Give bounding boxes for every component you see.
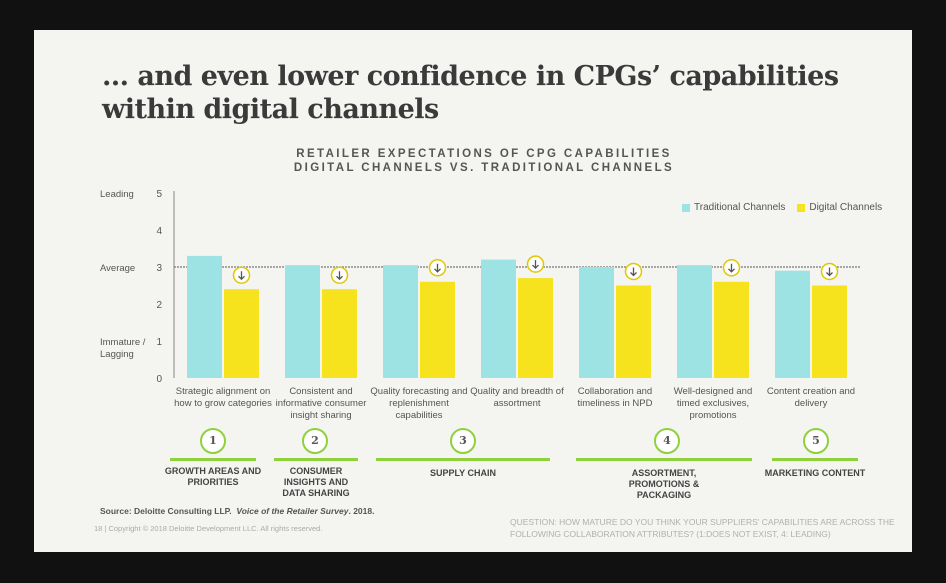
legend-item-traditional: Traditional Channels (682, 202, 785, 213)
down-arrow-icon-1 (336, 271, 343, 281)
y-annotation-1-0: Average (100, 263, 135, 274)
y-tick-label-1: 1 (156, 337, 162, 348)
down-arrow-icon-6 (826, 267, 833, 277)
y-tick-label-2: 2 (156, 300, 162, 311)
y-tick-label-3: 3 (156, 263, 162, 274)
category-label-1: Consistent and informative consumer insi… (275, 386, 367, 421)
group-number-2: 2 (302, 428, 328, 454)
group-number-5: 5 (803, 428, 829, 454)
source-prefix: Source: Deloitte Consulting LLP. (100, 506, 232, 516)
group-underline-1 (170, 458, 256, 461)
bar-traditional-2 (383, 265, 418, 378)
bar-digital-2 (420, 281, 455, 378)
bar-traditional-3 (481, 259, 516, 378)
group-number-4: 4 (654, 428, 680, 454)
down-arrow-icon-2 (434, 263, 441, 273)
group-underline-5 (772, 458, 858, 461)
legend-label-traditional: Traditional Channels (694, 202, 786, 213)
bar-traditional-0 (187, 255, 222, 378)
group-underline-2 (274, 458, 358, 461)
group-underline-3 (376, 458, 550, 461)
legend-label-digital: Digital Channels (809, 202, 883, 213)
category-label-3: Quality and breadth of assortment (470, 386, 564, 409)
down-arrow-icon-5 (728, 263, 735, 273)
legend-swatch-traditional (682, 203, 690, 212)
bar-traditional-6 (775, 270, 810, 378)
bar-digital-6 (812, 285, 847, 378)
source-title: Voice of the Retailer Survey (236, 506, 349, 516)
bar-digital-1 (322, 289, 357, 378)
y-annotation-2-0: Immature / (100, 337, 146, 348)
survey-question: QUESTION: HOW MATURE DO YOU THINK YOUR S… (510, 517, 895, 539)
bar-digital-3 (518, 278, 553, 378)
bar-traditional-5 (677, 265, 712, 378)
legend-item-digital: Digital Channels (797, 202, 882, 213)
down-arrow-icon-3 (532, 260, 539, 270)
chart-subtitle-line2: DIGITAL CHANNELS VS. TRADITIONAL CHANNEL… (293, 162, 675, 174)
group-number-3: 3 (450, 428, 476, 454)
category-label-0: Strategic alignment on how to grow categ… (174, 386, 272, 409)
bar-traditional-4 (579, 267, 614, 378)
y-annotation-2-1: Lagging (100, 349, 134, 360)
y-tick-label-4: 4 (156, 226, 162, 237)
group-label-1: GROWTH AREAS AND PRIORITIES (164, 466, 262, 487)
bar-chart: 0 1 2 3 4 5 Leading Average Immature /Lagging (100, 189, 860, 385)
bar-digital-0 (224, 289, 259, 378)
category-label-2: Quality forecasting and replenishment ca… (370, 386, 468, 421)
group-label-2: CONSUMER INSIGHTS AND DATA SHARING (282, 466, 350, 498)
source-suffix: . 2018. (348, 506, 375, 516)
category-label-5: Well-designed and timed exclusives, prom… (673, 386, 753, 421)
category-label-6: Content creation and delivery (766, 386, 856, 409)
category-label-4: Collaboration and timeliness in NPD (577, 386, 653, 409)
slide-title: … and even lower confidence in CPGs’ cap… (102, 61, 839, 125)
group-label-4: ASSORTMENT, PROMOTIONS & PACKAGING (628, 468, 700, 500)
group-number-1: 1 (200, 428, 226, 454)
slide: … and even lower confidence in CPGs’ cap… (34, 30, 912, 552)
bar-digital-5 (714, 281, 749, 378)
group-label-3: SUPPLY CHAIN (429, 468, 497, 478)
group-label-5: MARKETING CONTENT (764, 468, 866, 478)
y-annotation-0-0: Leading (100, 189, 134, 200)
source-note: Source: Deloitte Consulting LLP. Voice o… (100, 506, 374, 516)
copyright: 18 | Copyright © 2018 Deloitte Developme… (94, 524, 323, 533)
legend-swatch-digital (797, 203, 806, 212)
down-arrow-icon-0 (238, 271, 245, 281)
down-arrow-icon-4 (630, 267, 637, 277)
group-underline-4 (576, 458, 752, 461)
bar-digital-4 (616, 285, 651, 378)
y-tick-label-5: 5 (156, 189, 162, 200)
y-tick-label-0: 0 (156, 374, 162, 385)
bar-traditional-1 (285, 265, 320, 378)
chart-subtitle-line1: RETAILER EXPECTATIONS OF CPG CAPABILITIE… (296, 148, 672, 160)
chart-legend: Traditional Channels Digital Channels (682, 202, 882, 213)
